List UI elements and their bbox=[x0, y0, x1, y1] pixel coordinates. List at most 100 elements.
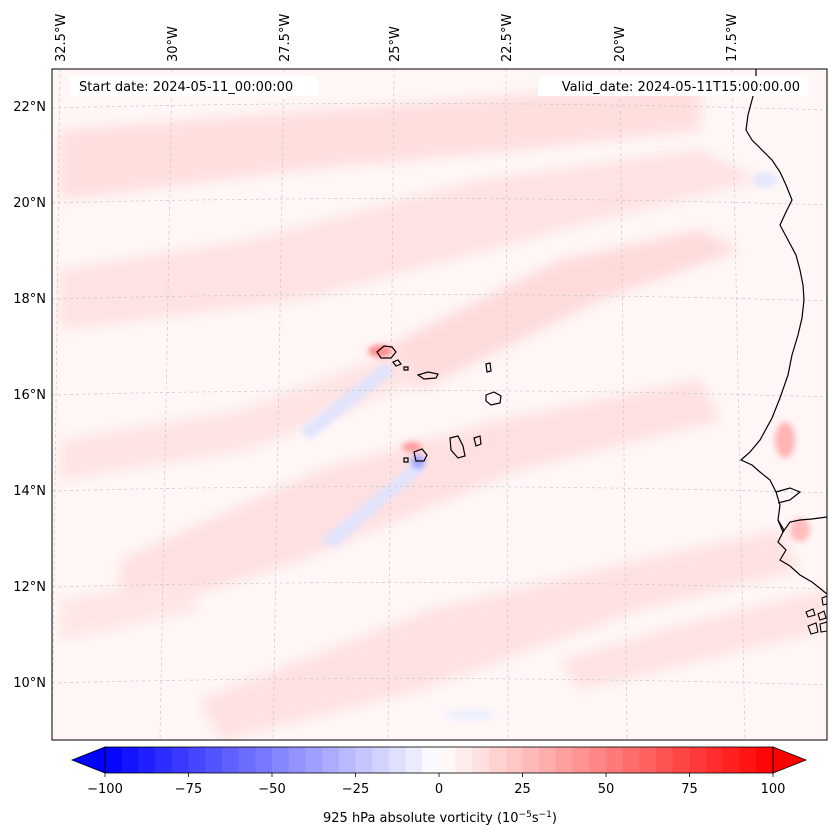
colorbar-step bbox=[505, 747, 523, 773]
vorticity-band bbox=[120, 380, 720, 620]
colorbar-step bbox=[388, 747, 407, 773]
colorbar-step bbox=[155, 747, 173, 773]
colorbar-step bbox=[272, 747, 290, 773]
colorbar-title-end: ) bbox=[552, 811, 557, 826]
island-maio bbox=[473, 435, 482, 447]
colorbar-step bbox=[606, 747, 624, 773]
lat-label-16n: 16°N bbox=[13, 388, 46, 403]
colorbar-step bbox=[439, 747, 457, 773]
longitude-labels: 32.5°W 30°W 27.5°W 25°W 22.5°W 20°W 17.5… bbox=[54, 14, 740, 62]
colorbar-step bbox=[288, 747, 306, 773]
parallel-10n bbox=[52, 678, 827, 686]
colorbar-step bbox=[539, 747, 557, 773]
island-bijagos bbox=[807, 622, 819, 635]
island-bijagos bbox=[821, 595, 827, 606]
colorbar-step bbox=[639, 747, 657, 773]
parallel-18n bbox=[52, 294, 827, 302]
colorbar-step bbox=[121, 747, 139, 773]
colorbar-step bbox=[405, 747, 423, 773]
vorticity-band bbox=[560, 590, 827, 690]
map-panel bbox=[52, 69, 827, 740]
colorbar-step bbox=[322, 747, 340, 773]
wake-core bbox=[411, 455, 425, 469]
island-bijagos bbox=[817, 610, 827, 621]
gambia-coast bbox=[775, 487, 802, 504]
valid-date-box bbox=[538, 76, 808, 96]
colorbar-tick-label: −100 bbox=[87, 782, 123, 797]
colorbar-step bbox=[372, 747, 390, 773]
island-sao-vicente bbox=[392, 359, 402, 367]
map-frame bbox=[51, 68, 828, 741]
colorbar-title-exp1: −5 bbox=[519, 810, 532, 820]
colorbar-step bbox=[572, 747, 590, 773]
colorbar: −100 −75 −50 −25 0 25 50 75 100 925 hPa … bbox=[70, 746, 808, 826]
lon-label-32-5w: 32.5°W bbox=[54, 14, 69, 62]
guinea-bissau-coastline bbox=[777, 519, 827, 595]
colorbar-tick-label: 0 bbox=[435, 782, 443, 797]
colorbar-step bbox=[238, 747, 256, 773]
island-boa-vista bbox=[485, 391, 502, 406]
colorbar-step bbox=[756, 747, 774, 773]
colorbar-tick-labels: −100 −75 −50 −25 0 25 50 75 100 bbox=[87, 782, 785, 797]
island-santa-luzia bbox=[403, 366, 409, 371]
colorbar-title-mid: s bbox=[532, 811, 539, 826]
vorticity-band bbox=[60, 580, 200, 640]
lat-label-22n: 22°N bbox=[13, 100, 46, 115]
island-sao-nicolau bbox=[416, 371, 439, 380]
island-santiago bbox=[449, 435, 466, 459]
colorbar-step bbox=[338, 747, 356, 773]
colorbar-left-extend bbox=[70, 746, 106, 774]
parallel-20n bbox=[52, 198, 827, 206]
valid-date-label: Valid_date: 2024-05-11T15:00:00.00 bbox=[562, 80, 800, 95]
colorbar-step bbox=[722, 747, 741, 773]
colorbar-step bbox=[472, 747, 490, 773]
cape-verde-islands bbox=[376, 345, 502, 463]
colorbar-tick-label: 100 bbox=[761, 782, 786, 797]
vorticity-band bbox=[60, 150, 760, 330]
vorticity-band bbox=[60, 85, 700, 200]
lon-label-30w: 30°W bbox=[166, 26, 181, 62]
meridian-20w bbox=[619, 69, 628, 740]
lat-label-18n: 18°N bbox=[13, 292, 46, 307]
bijagos-islands bbox=[805, 595, 827, 635]
colorbar-step bbox=[489, 747, 507, 773]
island-bijagos bbox=[819, 621, 827, 633]
colorbar-ticks bbox=[104, 773, 774, 777]
colorbar-step bbox=[672, 747, 690, 773]
colorbar-step bbox=[188, 747, 206, 773]
island-bijagos bbox=[805, 608, 816, 618]
latitude-labels: 22°N 20°N 18°N 16°N 14°N 12°N 10°N bbox=[13, 100, 46, 691]
hot-spot bbox=[790, 518, 810, 542]
graticule bbox=[52, 69, 827, 740]
colorbar-step bbox=[656, 747, 674, 773]
colorbar-step bbox=[555, 747, 574, 773]
colorbar-step bbox=[522, 747, 540, 773]
colorbar-tick-label: −75 bbox=[175, 782, 202, 797]
colorbar-step bbox=[355, 747, 373, 773]
colorbar-step bbox=[221, 747, 240, 773]
meridian-27-5w bbox=[272, 69, 285, 740]
colorbar-step bbox=[205, 747, 223, 773]
colorbar-step bbox=[255, 747, 273, 773]
hot-spot bbox=[402, 442, 422, 452]
colorbar-tick-label: −25 bbox=[342, 782, 369, 797]
parallel-12n bbox=[52, 582, 827, 590]
parallel-16n bbox=[52, 390, 827, 398]
lon-label-25w: 25°W bbox=[388, 26, 403, 62]
lon-label-27-5w: 27.5°W bbox=[278, 14, 293, 62]
colorbar-step bbox=[739, 747, 757, 773]
colorbar-right-extend bbox=[772, 746, 808, 774]
colorbar-step bbox=[105, 747, 123, 773]
meridian-22-5w bbox=[505, 69, 509, 740]
vorticity-field bbox=[60, 85, 827, 740]
parallel-22n bbox=[52, 103, 827, 111]
vorticity-band bbox=[200, 530, 800, 740]
island-sal bbox=[485, 362, 492, 373]
positive-vorticity-spots bbox=[368, 345, 810, 542]
parallel-14n bbox=[52, 486, 827, 494]
meridian-25w bbox=[387, 69, 395, 740]
lat-label-12n: 12°N bbox=[13, 580, 46, 595]
hot-spot bbox=[775, 422, 795, 458]
colorbar-step bbox=[422, 747, 440, 773]
